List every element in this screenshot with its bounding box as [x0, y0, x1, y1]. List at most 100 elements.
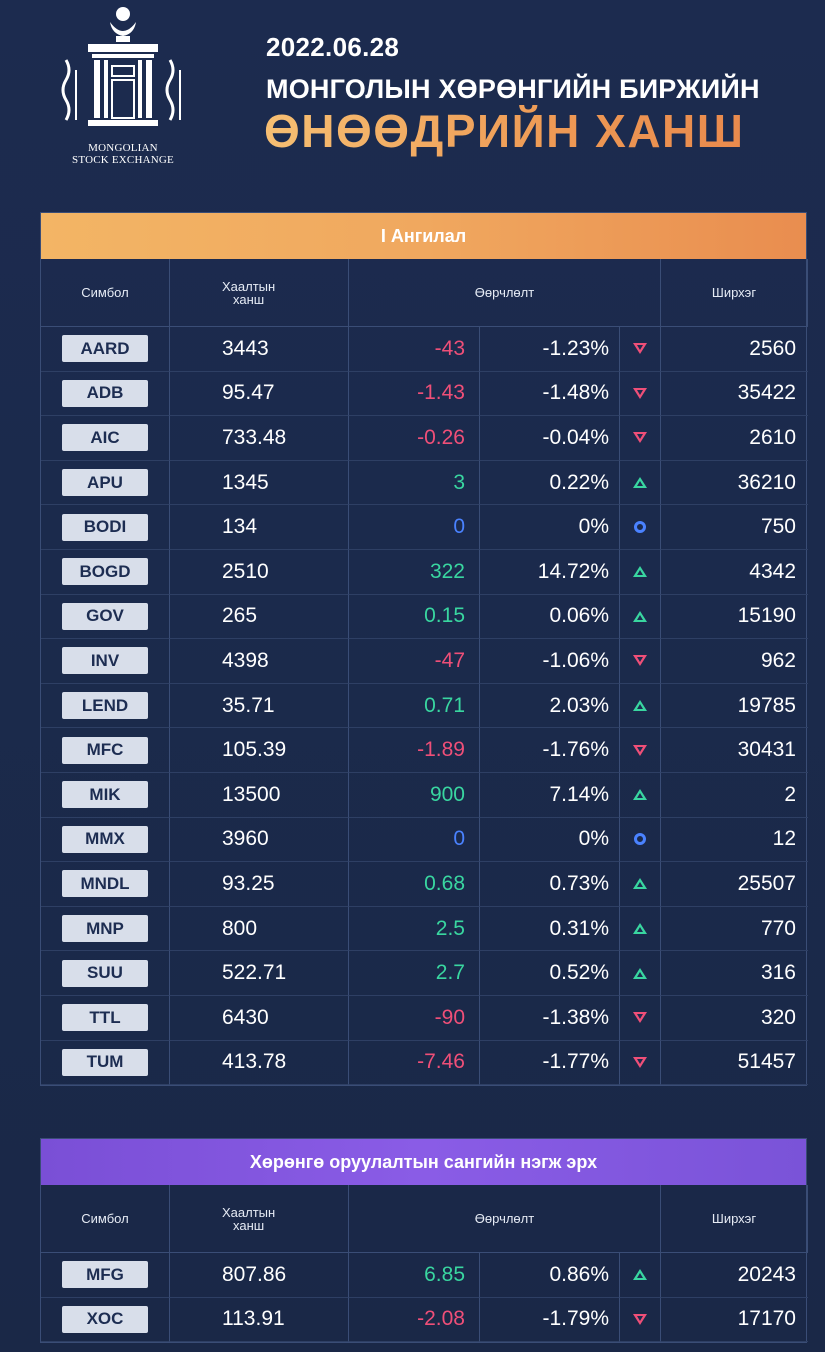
qty-cell: 19785 [661, 684, 808, 729]
price-cell: 413.78 [170, 1040, 349, 1086]
symbol-cell: INV [41, 639, 170, 684]
change-value-cell: 2.7 [349, 951, 480, 996]
symbol-badge: MMX [62, 825, 148, 853]
change-percent-cell: -1.06% [480, 639, 620, 684]
change-percent-cell: 0.52% [480, 951, 620, 996]
symbol-badge: SUU [62, 959, 148, 987]
price-cell: 522.71 [170, 951, 349, 996]
qty-cell: 320 [661, 996, 808, 1041]
down-triangle-icon [633, 1056, 647, 1068]
symbol-cell: GOV [41, 594, 170, 640]
up-triangle-icon [633, 1269, 647, 1281]
down-triangle-icon [633, 655, 647, 667]
change-percent-cell: 14.72% [480, 549, 620, 595]
qty-cell: 770 [661, 907, 808, 952]
symbol-cell: TUM [41, 1040, 170, 1086]
up-triangle-icon [633, 967, 647, 979]
price-cell: 105.39 [170, 728, 349, 773]
qty-cell: 36210 [661, 461, 808, 506]
up-triangle-icon [633, 923, 647, 935]
up-triangle-icon [633, 477, 647, 489]
category-header: I Ангилал [41, 213, 806, 259]
symbol-cell: BODI [41, 505, 170, 550]
change-value-cell: 0.71 [349, 683, 480, 729]
change-value-cell: -0.26 [349, 416, 480, 461]
down-triangle-icon [633, 744, 647, 756]
change-value-cell: -1.43 [349, 371, 480, 417]
logo-line-1: MONGOLIAN [88, 142, 158, 154]
change-percent-cell: 2.03% [480, 683, 620, 729]
symbol-badge: MIK [62, 781, 148, 809]
qty-cell: 962 [661, 639, 808, 684]
change-percent-cell: 0.06% [480, 594, 620, 640]
symbol-badge: BODI [62, 513, 148, 541]
change-percent-cell: 0% [480, 505, 620, 550]
direction-cell [620, 817, 661, 863]
symbol-cell: AARD [41, 327, 170, 372]
price-cell: 3443 [170, 327, 349, 372]
table-grid: Симбол Хаалтын ханш Өөрчлөлт Ширхэг MFG 80… [41, 1185, 808, 1343]
fund-units-table: Хөрөнгө оруулалтын сангийн нэгж эрх Симб… [40, 1138, 808, 1344]
change-percent-cell: 0.31% [480, 906, 620, 952]
down-triangle-icon [633, 1313, 647, 1325]
symbol-cell: MIK [41, 772, 170, 818]
column-header-price-line-1: Хаалтын [222, 1204, 276, 1220]
change-value-cell: 322 [349, 549, 480, 595]
qty-cell: 25507 [661, 862, 808, 907]
price-cell: 95.47 [170, 371, 349, 417]
change-percent-cell: -1.48% [480, 371, 620, 417]
qty-cell: 30431 [661, 728, 808, 773]
change-value-cell: 6.85 [349, 1253, 480, 1298]
logo-line-2: STOCK EXCHANGE [72, 154, 174, 166]
column-header-qty: Ширхэг [661, 1185, 808, 1253]
direction-cell [620, 594, 661, 640]
mse-logo: MONGOLIAN STOCK EXCHANGE [48, 0, 198, 175]
report-date: 2022.06.28 [266, 32, 400, 62]
symbol-badge: APU [62, 469, 148, 497]
price-cell: 4398 [170, 639, 349, 684]
change-percent-cell: 0.73% [480, 862, 620, 907]
price-cell: 134 [170, 505, 349, 550]
column-header-change: Өөрчлөлт [349, 1185, 661, 1253]
change-value-cell: 0.68 [349, 862, 480, 907]
symbol-cell: MNP [41, 906, 170, 952]
column-header-price: Хаалтын ханш [170, 259, 349, 327]
price-cell: 733.48 [170, 416, 349, 461]
direction-cell [620, 1040, 661, 1086]
qty-cell: 20243 [661, 1253, 808, 1298]
table-grid: Симбол Хаалтын ханш Өөрчлөлт Ширхэг AARD 3… [41, 259, 808, 1086]
symbol-cell: ADB [41, 371, 170, 417]
qty-cell: 750 [661, 505, 808, 550]
neutral-circle-icon [634, 833, 646, 846]
qty-cell: 17170 [661, 1298, 808, 1343]
price-cell: 1345 [170, 460, 349, 506]
qty-cell: 51457 [661, 1041, 808, 1086]
column-header-price-line-1: Хаалтын [222, 278, 276, 294]
direction-cell [620, 327, 661, 372]
direction-cell [620, 1253, 661, 1298]
change-value-cell: 0 [349, 817, 480, 863]
change-value-cell: -43 [349, 327, 480, 372]
change-percent-cell: -0.04% [480, 416, 620, 461]
direction-cell [620, 371, 661, 417]
neutral-circle-icon [634, 521, 646, 534]
price-cell: 800 [170, 906, 349, 952]
column-header-price-line-2: ханш [233, 291, 265, 307]
direction-cell [620, 416, 661, 461]
change-percent-cell: -1.38% [480, 995, 620, 1041]
symbol-badge: ADB [62, 379, 148, 407]
change-percent-cell: -1.76% [480, 728, 620, 773]
change-percent-cell: -1.79% [480, 1297, 620, 1343]
symbol-badge: LEND [62, 692, 148, 720]
symbol-badge: MNP [62, 915, 148, 943]
change-value-cell: 3 [349, 460, 480, 506]
symbol-cell: MFC [41, 728, 170, 773]
price-cell: 35.71 [170, 683, 349, 729]
direction-cell [620, 995, 661, 1041]
direction-cell [620, 460, 661, 506]
direction-cell [620, 639, 661, 684]
qty-cell: 2560 [661, 327, 808, 372]
symbol-badge: MNDL [62, 870, 148, 898]
symbol-badge: TUM [62, 1048, 148, 1076]
symbol-cell: MNDL [41, 862, 170, 907]
